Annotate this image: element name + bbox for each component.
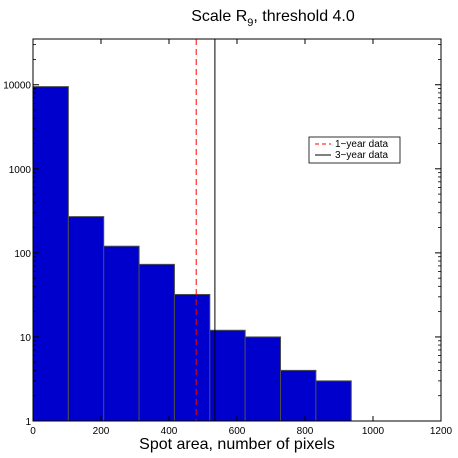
x-tick-label: 200 [93,426,110,437]
chart-title: Scale R9, threshold 4.0 [191,8,355,29]
x-axis-label: Spot area, number of pixels [139,436,335,453]
histogram-bar-7 [280,369,317,422]
histogram-bar-5 [209,329,246,422]
y-tick-label: 1000 [9,165,32,176]
x-tick-label: 400 [161,426,178,437]
x-tick-label: 600 [229,426,246,437]
x-tick-label: 0 [30,426,36,437]
histogram-bar-1 [67,216,105,422]
legend-box [308,136,401,164]
legend: 1−year data 3−year data [308,136,401,164]
reference-lines-group [195,39,216,421]
histogram-bar-6 [244,336,282,422]
y-tick-label: 1 [25,417,31,428]
y-tick-label: 10 [20,333,32,344]
histogram-bar-8 [315,380,352,422]
y-tick-label: 10000 [3,81,31,92]
histogram-bar-3 [138,263,175,422]
histogram-bar-4 [173,293,211,422]
legend-label-3-year: 3−year data [335,150,389,161]
histogram-bar-0 [32,86,69,422]
y-axis: 1 10 100 1000 10000 [3,44,441,428]
x-axis: 0 200 400 600 800 1000 1200 [30,39,453,437]
y-tick-label: 100 [14,249,31,260]
x-tick-label: 800 [297,426,314,437]
legend-label-1-year: 1−year data [335,139,389,150]
bars-group [32,86,352,422]
x-tick-label: 1200 [430,426,453,437]
x-tick-label: 1000 [362,426,385,437]
chart-title-subscript: 9 [247,17,253,29]
histogram-bar-2 [103,245,140,422]
